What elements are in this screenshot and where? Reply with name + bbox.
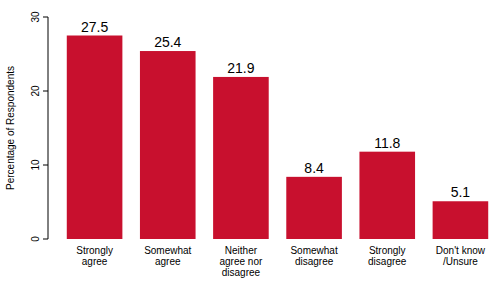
x-tick-label: Don't know/Unsure (436, 245, 486, 267)
x-tick-label-line: disagree (222, 267, 261, 278)
bars (67, 36, 488, 240)
bar (433, 201, 489, 239)
chart: 0 10 20 30 Percentage of Respondents 27.5 25.4… (0, 0, 499, 285)
x-tick-label-line: Somewhat (290, 245, 337, 256)
x-tick-label-line: Strongly (76, 245, 113, 256)
x-tick-label: Somewhatagree (144, 245, 191, 267)
data-label: 21.9 (227, 60, 254, 76)
y-tick (43, 165, 48, 166)
x-tick-label-line: Strongly (369, 245, 406, 256)
data-label: 11.8 (374, 135, 400, 151)
x-tick-label-line: /Unsure (443, 256, 478, 267)
y-tick (43, 91, 48, 92)
y-axis-label: Percentage of Respondents (5, 66, 16, 190)
x-tick-label-line: agree (82, 256, 108, 267)
data-label: 5.1 (451, 184, 471, 200)
bar (140, 51, 196, 239)
y-tick-label: 30 (30, 11, 41, 23)
y-tick-label: 20 (30, 85, 41, 97)
y-tick-label: 10 (30, 159, 41, 171)
y-tick (43, 17, 48, 18)
y-axis-line (48, 17, 49, 239)
data-label: 25.4 (154, 34, 181, 50)
x-tick-label-line: agree nor (220, 256, 263, 267)
data-label: 27.5 (81, 19, 108, 35)
x-tick-label-line: disagree (368, 256, 407, 267)
x-tick-label-line: disagree (295, 256, 334, 267)
x-tick-label: Stronglyagree (76, 245, 113, 267)
bar (213, 77, 269, 239)
y-tick (43, 239, 48, 240)
x-tick-label: Stronglydisagree (368, 245, 407, 267)
bar (359, 152, 415, 239)
x-tick-label-line: Don't know (436, 245, 486, 256)
x-tick-label-line: Neither (225, 245, 258, 256)
data-label: 8.4 (304, 160, 324, 176)
x-tick-label: Somewhatdisagree (290, 245, 337, 267)
bar (67, 36, 123, 240)
x-tick-label-line: agree (155, 256, 181, 267)
bar (286, 177, 342, 239)
y-tick-label: 0 (30, 236, 41, 242)
x-tick-label-line: Somewhat (144, 245, 191, 256)
x-tick-label: Neitheragree nordisagree (220, 245, 263, 278)
